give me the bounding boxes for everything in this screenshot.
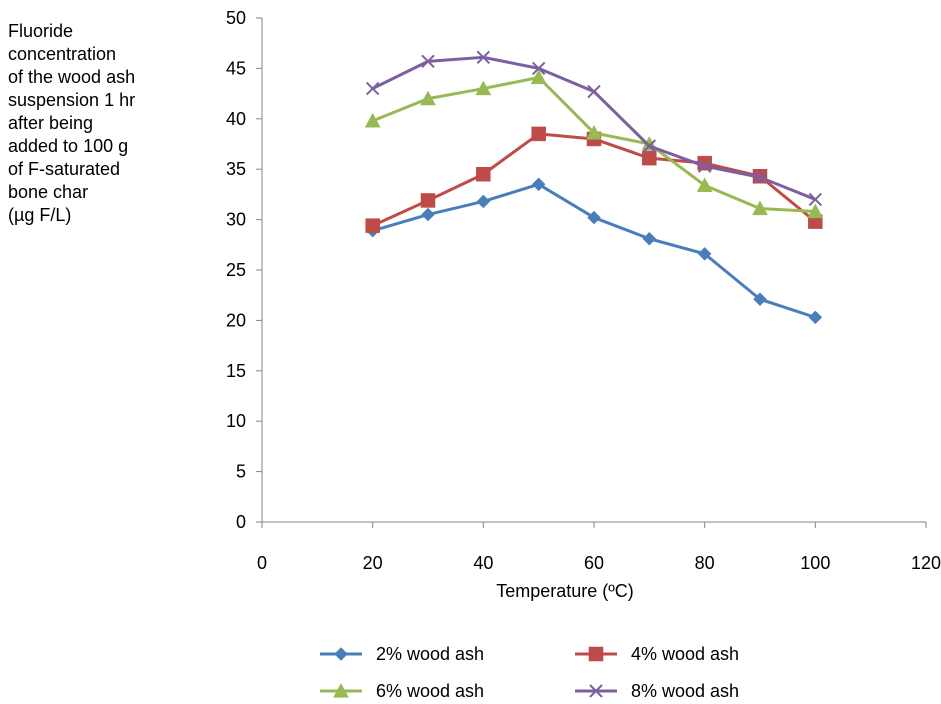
data-point [697, 247, 712, 261]
marker-stroke [642, 139, 657, 153]
data-point [364, 112, 381, 128]
x-tick-label: 60 [584, 553, 604, 573]
legend-marker [334, 647, 348, 661]
data-point [752, 200, 768, 216]
legend-label: 6% wood ash [376, 681, 484, 701]
marker-stroke [697, 159, 712, 173]
data-point [807, 203, 824, 219]
y-axis-label: Fluoride concentration of the wood ash s… [8, 20, 178, 227]
data-point [808, 192, 823, 207]
marker-stroke [531, 61, 546, 76]
legend-marker [589, 684, 603, 698]
data-point [475, 80, 492, 96]
x-tick-label: 120 [911, 553, 941, 573]
data-point [531, 61, 546, 76]
y-tick-label: 5 [236, 462, 246, 482]
data-point [476, 50, 491, 65]
data-point [365, 218, 380, 233]
data-point [696, 177, 713, 192]
data-point [420, 193, 436, 208]
series-3 [364, 69, 824, 219]
legend-marker [588, 646, 604, 662]
data-point [587, 84, 601, 99]
y-axis-label-line: added to 100 g [8, 136, 129, 156]
y-tick-label: 30 [226, 210, 246, 230]
y-axis-label-line: after being [8, 113, 94, 133]
data-point [530, 69, 547, 85]
y-tick-label: 20 [226, 310, 246, 330]
legend-item-4: 8% wood ash [575, 681, 739, 701]
marker-stroke [421, 54, 435, 69]
y-axis-label-line: of the wood ash [8, 67, 136, 87]
y-tick-label: 50 [226, 8, 246, 28]
legend-item-2: 4% wood ash [575, 644, 739, 664]
y-axis-label-line: concentration [8, 44, 117, 64]
y-axis-label-line: of F-saturated [8, 159, 121, 179]
y-tick-label: 40 [226, 109, 246, 129]
series-layer [364, 50, 824, 325]
data-point [420, 90, 436, 106]
marker-stroke [589, 684, 603, 698]
x-axis-title: Temperature (ºC) [496, 581, 634, 601]
y-tick-label: 0 [236, 512, 246, 532]
legend-item-3: 6% wood ash [320, 681, 484, 701]
y-axis-label-line: (µg F/L) [8, 205, 72, 225]
data-point [753, 292, 767, 307]
y-axis-label-line: Fluoride [8, 21, 74, 41]
x-tick-label: 0 [257, 553, 267, 573]
legend-label: 2% wood ash [376, 644, 484, 664]
x-tick-label: 80 [695, 553, 715, 573]
data-point [587, 210, 601, 225]
y-axis-label-line: suspension 1 hr [8, 90, 136, 110]
y-tick-label: 10 [226, 411, 246, 431]
y-tick-label: 35 [226, 159, 246, 179]
marker-stroke [365, 81, 380, 96]
legend-item-1: 2% wood ash [320, 644, 484, 664]
data-point [753, 170, 767, 184]
y-tick-label: 15 [226, 361, 246, 381]
series-4 [365, 50, 823, 207]
data-point [365, 81, 380, 96]
data-point [531, 126, 546, 142]
data-point [421, 207, 435, 222]
axes: 0 5 10 15 20 25 30 35 40 45 50 0 20 40 60 80 100 120 [226, 8, 941, 573]
data-point [808, 310, 823, 325]
data-point [531, 177, 546, 192]
data-point [642, 231, 657, 246]
legend-label: 8% wood ash [631, 681, 739, 701]
y-tick-label: 25 [226, 260, 246, 280]
data-point [697, 159, 712, 173]
legend-marker [333, 682, 349, 698]
y-tick-label: 45 [226, 58, 246, 78]
data-point [586, 124, 602, 140]
x-tick-label: 40 [473, 553, 493, 573]
data-point [642, 139, 657, 153]
y-axis-label-line: bone char [8, 182, 89, 202]
data-point [476, 194, 491, 209]
data-point [642, 150, 657, 166]
x-tick-label: 20 [363, 553, 383, 573]
legend-label: 4% wood ash [631, 644, 739, 664]
data-point [421, 54, 435, 69]
marker-stroke [476, 50, 491, 65]
marker-stroke [587, 84, 601, 99]
marker-stroke [808, 192, 823, 207]
x-tick-label: 100 [800, 553, 830, 573]
legend: 2% wood ash 4% wood ash 6% wood ash 8% wood… [320, 644, 739, 701]
marker-stroke [753, 170, 767, 184]
data-point [476, 166, 491, 182]
